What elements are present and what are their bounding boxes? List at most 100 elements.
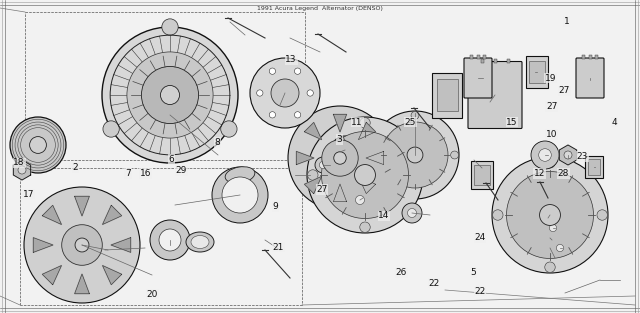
Circle shape — [29, 136, 46, 153]
Text: 15: 15 — [506, 118, 518, 126]
Circle shape — [412, 170, 422, 180]
Bar — [493, 59, 497, 63]
Text: 12: 12 — [534, 169, 545, 178]
Circle shape — [150, 220, 190, 260]
Text: 20: 20 — [147, 290, 158, 299]
Polygon shape — [305, 177, 322, 193]
Bar — [481, 59, 483, 63]
Text: 2: 2 — [73, 163, 78, 172]
Circle shape — [321, 131, 408, 218]
Polygon shape — [305, 122, 322, 140]
Circle shape — [271, 79, 299, 107]
Circle shape — [411, 191, 419, 198]
Circle shape — [355, 165, 376, 185]
Polygon shape — [333, 114, 347, 132]
Text: 4: 4 — [612, 118, 617, 126]
Bar — [432, 73, 462, 117]
Text: 22: 22 — [474, 287, 486, 295]
Circle shape — [24, 187, 140, 303]
Bar — [585, 156, 603, 178]
Text: 11: 11 — [351, 118, 363, 126]
Polygon shape — [366, 151, 384, 165]
Polygon shape — [13, 160, 31, 180]
Circle shape — [355, 196, 365, 204]
Circle shape — [288, 106, 392, 210]
Text: 22: 22 — [428, 279, 440, 288]
Bar — [588, 159, 600, 175]
Text: 9: 9 — [273, 202, 278, 211]
FancyBboxPatch shape — [576, 58, 604, 98]
Polygon shape — [333, 184, 347, 202]
Text: 27: 27 — [316, 185, 328, 194]
Circle shape — [294, 68, 301, 74]
Circle shape — [294, 112, 301, 118]
Ellipse shape — [225, 167, 255, 183]
Text: 14: 14 — [378, 212, 390, 220]
Text: 24: 24 — [474, 233, 486, 242]
Polygon shape — [102, 265, 122, 285]
Bar — [436, 79, 458, 111]
Circle shape — [307, 90, 314, 96]
Bar — [474, 165, 490, 185]
Text: 29: 29 — [175, 166, 187, 175]
Bar — [529, 61, 545, 83]
Circle shape — [159, 229, 181, 251]
Circle shape — [564, 151, 572, 159]
Circle shape — [506, 172, 593, 259]
Bar — [526, 56, 548, 88]
Circle shape — [250, 58, 320, 128]
Text: 27: 27 — [546, 102, 557, 111]
Circle shape — [492, 157, 608, 273]
Polygon shape — [296, 151, 314, 165]
Circle shape — [552, 240, 568, 256]
Circle shape — [545, 157, 556, 168]
Circle shape — [103, 121, 119, 137]
Bar — [477, 55, 479, 59]
Polygon shape — [358, 122, 376, 140]
Polygon shape — [33, 238, 53, 252]
Circle shape — [221, 121, 237, 137]
Bar — [470, 55, 473, 59]
Circle shape — [61, 225, 102, 265]
Text: 1991 Acura Legend  Alternator (DENSO): 1991 Acura Legend Alternator (DENSO) — [257, 6, 383, 11]
Circle shape — [162, 19, 178, 35]
Polygon shape — [42, 265, 61, 285]
Circle shape — [315, 157, 331, 173]
Text: 25: 25 — [404, 118, 416, 126]
Text: 16: 16 — [140, 169, 152, 178]
Polygon shape — [75, 274, 90, 294]
Text: 21: 21 — [273, 243, 284, 252]
Circle shape — [222, 177, 258, 213]
Polygon shape — [75, 196, 90, 216]
FancyBboxPatch shape — [464, 58, 492, 98]
Circle shape — [597, 210, 607, 220]
Circle shape — [545, 220, 561, 236]
Circle shape — [545, 262, 556, 272]
Circle shape — [371, 111, 459, 199]
Circle shape — [556, 244, 564, 252]
Circle shape — [408, 208, 417, 218]
Circle shape — [539, 149, 551, 161]
Circle shape — [402, 203, 422, 223]
Bar — [589, 55, 591, 59]
FancyBboxPatch shape — [468, 61, 522, 129]
Circle shape — [549, 224, 557, 232]
Text: 26: 26 — [396, 268, 407, 277]
Circle shape — [371, 151, 380, 159]
Circle shape — [407, 147, 423, 163]
Circle shape — [531, 141, 559, 169]
Ellipse shape — [191, 235, 209, 249]
Text: 1: 1 — [564, 17, 569, 26]
Text: 28: 28 — [557, 169, 569, 178]
Circle shape — [493, 210, 503, 220]
Polygon shape — [111, 238, 131, 252]
Circle shape — [319, 162, 326, 169]
Circle shape — [322, 140, 358, 176]
Bar — [471, 161, 493, 189]
Circle shape — [102, 27, 238, 163]
Polygon shape — [42, 205, 61, 224]
Circle shape — [360, 118, 370, 128]
Text: 5: 5 — [471, 268, 476, 277]
Circle shape — [337, 142, 353, 158]
Text: 13: 13 — [285, 55, 297, 64]
